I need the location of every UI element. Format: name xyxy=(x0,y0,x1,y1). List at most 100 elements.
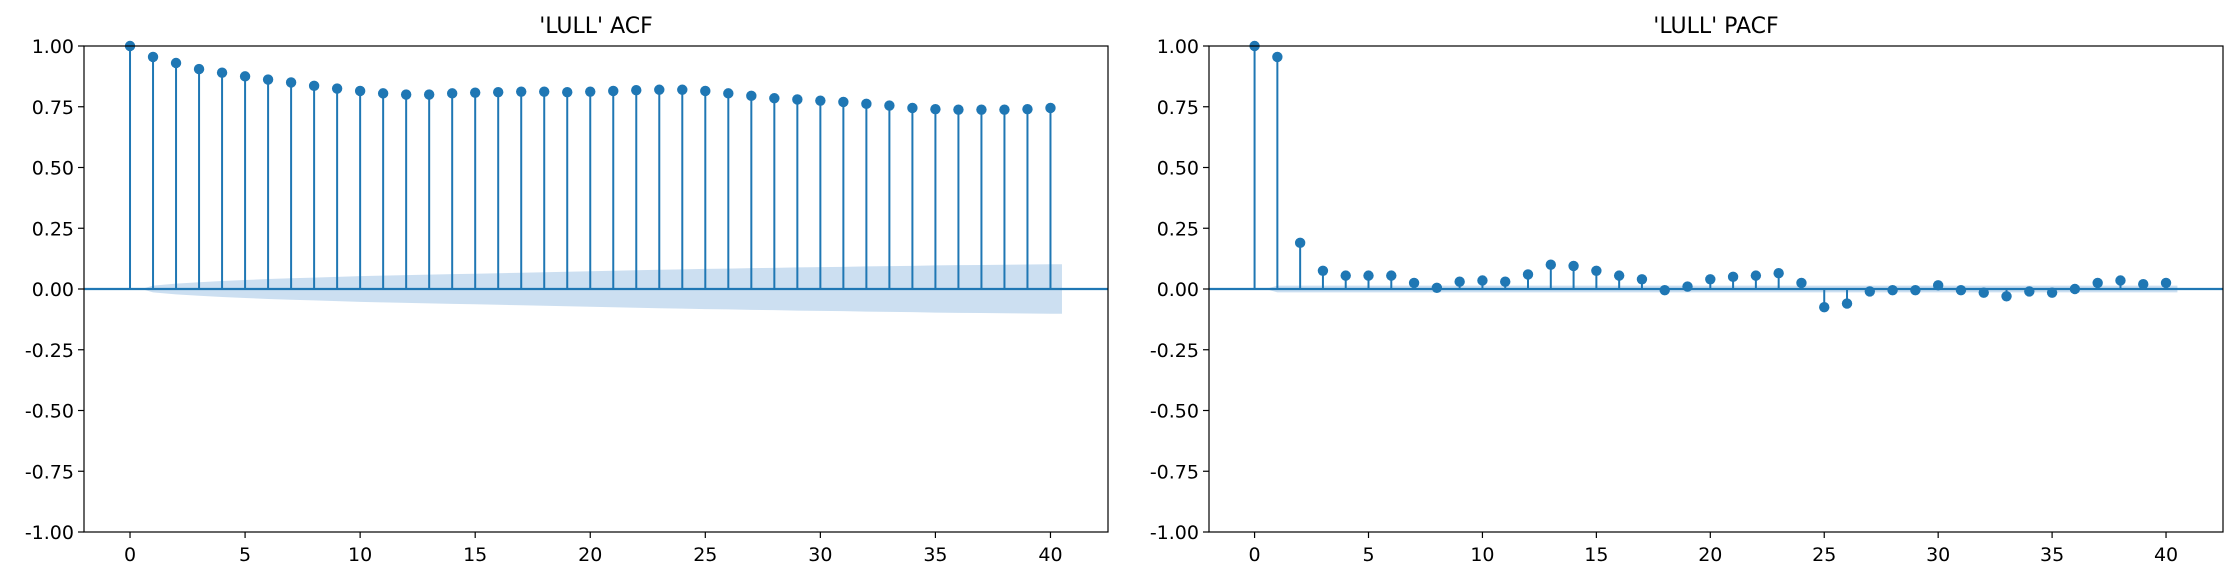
x-tick-label: 20 xyxy=(578,544,602,566)
data-point xyxy=(423,89,435,100)
data-point xyxy=(838,96,849,108)
data-point xyxy=(746,90,757,102)
data-point xyxy=(953,104,964,115)
y-tick-label: 0.25 xyxy=(32,218,74,240)
data-point xyxy=(2001,291,2012,302)
data-point xyxy=(1613,270,1625,281)
x-tick-label: 35 xyxy=(923,544,947,566)
data-point xyxy=(308,80,320,92)
chart-title: 'LULL' PACF xyxy=(1653,14,1778,39)
x-tick-label: 5 xyxy=(239,544,251,566)
y-tick-label: 0.25 xyxy=(1157,218,1199,240)
x-tick-label: 10 xyxy=(348,544,372,566)
data-point xyxy=(1317,265,1329,276)
y-tick-label: 0.50 xyxy=(1157,158,1199,180)
data-point xyxy=(1500,276,1511,287)
data-point xyxy=(907,102,918,114)
y-tick-label: 0.75 xyxy=(1157,97,1199,119)
data-point xyxy=(1682,281,1693,292)
data-point xyxy=(539,86,550,97)
data-point xyxy=(1386,270,1397,281)
data-point xyxy=(631,85,642,96)
data-point xyxy=(1910,285,1921,296)
y-tick-label: -1.00 xyxy=(1150,522,1199,544)
data-point xyxy=(2160,277,2172,289)
data-point xyxy=(516,86,527,97)
data-point xyxy=(1819,302,1830,313)
data-point xyxy=(216,67,228,78)
data-point xyxy=(493,86,504,98)
x-tick-label: 20 xyxy=(1698,544,1722,566)
x-tick-label: 15 xyxy=(1584,544,1608,566)
data-point xyxy=(769,93,780,104)
data-point xyxy=(815,95,826,106)
data-point xyxy=(354,85,366,97)
data-point xyxy=(400,89,412,100)
data-point xyxy=(562,86,573,98)
data-point xyxy=(2115,275,2126,286)
data-point xyxy=(2092,277,2103,289)
y-tick-label: -0.75 xyxy=(25,461,74,483)
data-point xyxy=(1045,102,1056,114)
data-point xyxy=(884,100,895,111)
data-point xyxy=(1272,51,1283,63)
data-point xyxy=(147,51,159,63)
data-point xyxy=(446,88,458,99)
data-point xyxy=(1841,298,1853,309)
data-point xyxy=(723,88,734,99)
y-tick-label: -0.75 xyxy=(1150,461,1199,483)
data-point xyxy=(1022,103,1033,115)
data-point xyxy=(1408,277,1420,289)
data-point xyxy=(1978,287,1989,298)
data-point xyxy=(585,86,596,97)
data-point xyxy=(377,88,389,99)
data-point xyxy=(1955,285,1967,296)
data-point xyxy=(1932,280,1944,291)
data-point xyxy=(1522,269,1534,280)
x-tick-label: 15 xyxy=(463,544,487,566)
y-tick-label: -0.50 xyxy=(25,401,74,423)
data-point xyxy=(1750,270,1762,281)
x-tick-label: 0 xyxy=(1249,544,1261,566)
y-tick-label: -0.50 xyxy=(1150,401,1199,423)
chart-title: 'LULL' ACF xyxy=(539,14,653,39)
data-point xyxy=(677,84,688,95)
data-point xyxy=(1705,274,1716,285)
data-point xyxy=(654,84,665,95)
data-point xyxy=(1545,259,1556,270)
data-point xyxy=(1636,274,1648,285)
data-point xyxy=(331,83,343,94)
y-tick-label: -0.25 xyxy=(1150,340,1199,362)
data-point xyxy=(608,85,619,97)
x-tick-label: 30 xyxy=(808,544,832,566)
y-tick-label: 1.00 xyxy=(1157,36,1199,58)
x-tick-label: 25 xyxy=(1812,544,1836,566)
data-point xyxy=(1773,268,1784,279)
data-point xyxy=(1727,271,1739,283)
y-tick-label: 0.00 xyxy=(1157,279,1199,301)
data-point xyxy=(2046,287,2058,298)
data-point xyxy=(2069,283,2081,295)
data-point xyxy=(1591,265,1602,276)
data-point xyxy=(2138,278,2149,290)
acf-chart: 'LULL' ACF 1.00 0.75 0.50 0.25 0.00 -0.25 -0.50… xyxy=(25,14,1109,566)
data-point xyxy=(170,57,182,69)
data-point xyxy=(1294,237,1306,249)
data-point xyxy=(1454,276,1465,287)
data-point xyxy=(1568,260,1579,272)
data-point xyxy=(1864,286,1876,297)
x-tick-label: 10 xyxy=(1470,544,1494,566)
data-point xyxy=(262,74,274,85)
pacf-chart: 'LULL' PACF 1.00 0.75 0.50 0.25 0.00 -0.25 -0.5… xyxy=(1150,14,2224,566)
y-tick-label: 0.75 xyxy=(32,97,74,119)
x-tick-label: 35 xyxy=(2040,544,2064,566)
data-point xyxy=(1659,285,1670,296)
data-point xyxy=(285,77,297,88)
x-tick-label: 25 xyxy=(693,544,717,566)
data-point xyxy=(193,63,205,75)
data-point xyxy=(239,71,251,82)
data-point xyxy=(1477,275,1488,286)
data-point xyxy=(792,94,803,105)
data-point xyxy=(930,103,941,115)
data-point xyxy=(1363,270,1374,281)
